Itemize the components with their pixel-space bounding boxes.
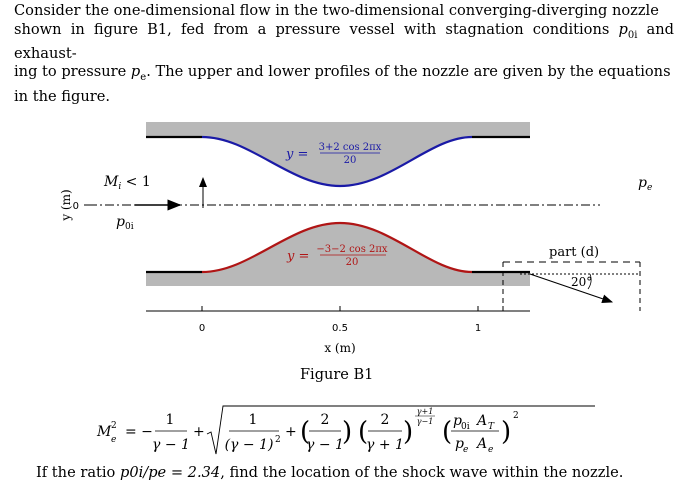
y-tick-0: 0 bbox=[73, 201, 79, 212]
problem-line-4: in the figure. bbox=[14, 87, 110, 105]
eq-frac2-num: 1 bbox=[249, 412, 258, 428]
eq-frac1-den: γ − 1 bbox=[152, 437, 190, 453]
lower-wall-fill bbox=[146, 223, 530, 286]
lower-wall-curve bbox=[201, 221, 473, 274]
eq-frac5-num: p 0i A T bbox=[453, 413, 495, 432]
angle-label: 20° bbox=[571, 275, 592, 289]
eq-plus-2: + bbox=[285, 424, 297, 440]
eq-frac4-den: γ + 1 bbox=[366, 437, 404, 453]
pe-subscript: e bbox=[140, 72, 147, 84]
svg-text:e: e bbox=[463, 445, 468, 455]
upper-wall-fill bbox=[146, 122, 530, 186]
upper-eq-denominator: 20 bbox=[344, 155, 357, 166]
eq-frac4-num: 2 bbox=[381, 412, 390, 428]
y-axis-label: y (m) bbox=[59, 189, 73, 221]
lower-eq-denominator: 20 bbox=[346, 257, 359, 268]
problem-line-3b: . The upper and lower profiles of the no… bbox=[146, 63, 671, 81]
eq-paren-open-2: ( bbox=[358, 417, 368, 447]
svg-text:e: e bbox=[488, 445, 493, 455]
question-text-b: , find the location of the shock wave wi… bbox=[220, 464, 624, 481]
svg-text:p: p bbox=[455, 436, 464, 452]
question-text: If the ratio p0i/pe = 2.34, find the loc… bbox=[36, 464, 623, 481]
eq-frac2-den: (γ − 1) bbox=[225, 437, 274, 453]
eq-paren-close-1: ) bbox=[342, 417, 352, 447]
x-tick-label-0: 0 bbox=[199, 323, 205, 334]
problem-line-3a: ing to pressure bbox=[14, 63, 131, 81]
eq-frac5-den: p e A e bbox=[455, 436, 493, 455]
pe-symbol: p bbox=[130, 63, 141, 81]
eq-sqrt-sign bbox=[206, 405, 595, 455]
p0i-subscript: 0i bbox=[627, 29, 638, 41]
upper-eq-numerator: 3+2 cos 2πx bbox=[319, 142, 382, 153]
eq-lhs-sub: e bbox=[111, 435, 116, 445]
svg-text:0i: 0i bbox=[461, 422, 470, 432]
eq-paren-open-1: ( bbox=[300, 417, 310, 447]
problem-paragraph: Consider the one-dimensional flow in the… bbox=[14, 2, 674, 106]
eq-exp-den: γ−1 bbox=[417, 417, 434, 426]
eq-lhs-M: M bbox=[96, 424, 112, 440]
p0i-symbol: p bbox=[618, 20, 628, 38]
mach-equation: M 2 e = − 1 γ − 1 + 1 (γ − 1) 2 + ( 2 γ … bbox=[96, 405, 595, 455]
svg-text:T: T bbox=[488, 422, 495, 432]
upper-eq-lhs: y = bbox=[285, 147, 308, 162]
eq-frac2-sup: 2 bbox=[275, 435, 281, 445]
eq-paren-close-2: ) bbox=[403, 417, 413, 447]
svg-text:A: A bbox=[475, 436, 487, 452]
eq-frac3-den: γ − 1 bbox=[306, 437, 344, 453]
p0i-label: p0i bbox=[116, 214, 134, 232]
svg-text:A: A bbox=[475, 413, 487, 429]
pe-label: pe bbox=[638, 175, 652, 193]
problem-line-1: Consider the one-dimensional flow in the… bbox=[14, 2, 659, 19]
x-tick-label-1: 1 bbox=[475, 323, 481, 334]
eq-frac1-num: 1 bbox=[166, 412, 175, 428]
x-tick-label-05: 0.5 bbox=[332, 323, 348, 334]
eq-paren-close-3: ) bbox=[501, 417, 511, 447]
part-d-label: part (d) bbox=[549, 245, 599, 260]
eq-final-sup: 2 bbox=[513, 411, 519, 421]
question-text-a: If the ratio bbox=[36, 464, 120, 481]
eq-lhs-sup: 2 bbox=[111, 421, 117, 431]
figure-caption: Figure B1 bbox=[300, 367, 374, 383]
question-ratio: p0i/pe = 2.34 bbox=[119, 464, 221, 481]
lower-eq-numerator: −3−2 cos 2πx bbox=[316, 244, 388, 255]
x-axis-label: x (m) bbox=[324, 341, 355, 355]
problem-line-2a: shown in figure B1, fed from a pressure … bbox=[14, 20, 619, 38]
eq-exp-num: γ+1 bbox=[417, 407, 434, 416]
eq-plus-1: + bbox=[193, 424, 205, 440]
part-d-oblique-arrow bbox=[529, 273, 614, 303]
eq-paren-open-3: ( bbox=[442, 417, 452, 447]
upper-wall-curve bbox=[201, 135, 473, 188]
part-d-angle-arc bbox=[587, 273, 592, 290]
eq-equals: = − bbox=[125, 424, 153, 440]
eq-frac3-num: 2 bbox=[321, 412, 330, 428]
mach-label: Mi < 1 bbox=[103, 174, 151, 192]
svg-text:p: p bbox=[453, 413, 462, 429]
problem-line-2b: and exhaust- bbox=[14, 20, 674, 62]
lower-eq-lhs: y = bbox=[286, 249, 309, 264]
